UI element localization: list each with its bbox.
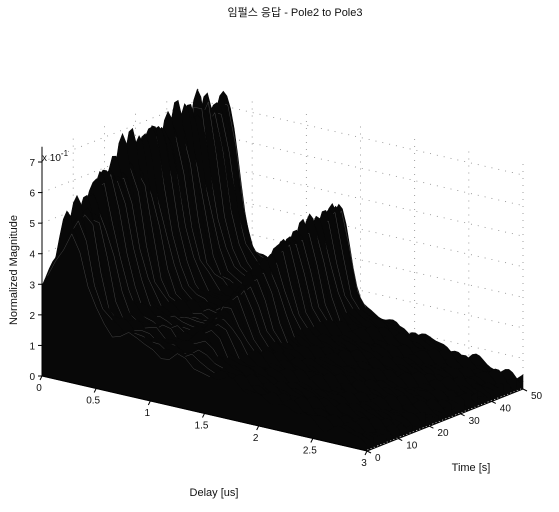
x-tick-label: 0 — [36, 383, 42, 394]
surface-mesh-strand — [47, 233, 210, 377]
x-axis-label: Delay [us] — [190, 487, 239, 499]
z-exponent-base: x 10 — [42, 153, 61, 164]
x-tick-label: 2.5 — [303, 446, 317, 457]
z-exponent-power: -1 — [61, 149, 69, 158]
z-tick-label: 7 — [29, 158, 35, 169]
surface-mesh-strand — [99, 177, 263, 352]
y-tick — [397, 438, 403, 442]
y-tick — [366, 450, 372, 454]
y-tick — [460, 413, 465, 417]
y-tick-label: 20 — [437, 428, 449, 439]
x-tick — [364, 450, 368, 456]
x-tick — [202, 413, 205, 418]
surface-mesh-strand — [60, 214, 223, 369]
z-axis-label: Normalized Magnitude — [8, 215, 20, 325]
surface-mesh-strand — [53, 220, 217, 375]
z-tick-label: 6 — [29, 189, 35, 200]
y-tick-label: 0 — [375, 453, 381, 464]
z-tick-label: 3 — [29, 280, 35, 291]
surface-mesh-strand — [92, 180, 256, 353]
surface-mesh — [41, 88, 524, 452]
y-tick-label: 40 — [500, 403, 512, 414]
z-tick-label: 4 — [29, 250, 35, 261]
z-tick-label: 5 — [29, 219, 35, 230]
y-axis-line — [366, 388, 524, 452]
x-tick-label: 3 — [361, 458, 367, 469]
x-tick — [256, 425, 260, 431]
y-axis-label: Time [s] — [452, 462, 491, 474]
x-tick-label: 0.5 — [86, 396, 100, 407]
x-tick — [147, 400, 151, 406]
x-tick — [39, 375, 43, 381]
z-tick-label: 1 — [29, 341, 35, 352]
y-tick — [491, 400, 497, 404]
x-tick-label: 2 — [253, 433, 259, 444]
y-tick-label: 50 — [531, 391, 543, 402]
x-tick-label: 1.5 — [195, 421, 209, 432]
z-exponent-label: x 10-1 — [42, 149, 69, 164]
y-tick-label: 10 — [406, 441, 418, 452]
z-tick-label: 0 — [29, 372, 35, 383]
x-tick-label: 1 — [145, 408, 151, 419]
surface-slice — [41, 229, 368, 452]
x-tick — [310, 438, 314, 443]
y-tick — [429, 425, 434, 429]
x-tick — [93, 388, 97, 393]
z-tick-label: 2 — [29, 311, 35, 322]
chart-title: 임펄스 응답 - Pole2 to Pole3 — [228, 6, 363, 19]
surface-mesh-strand — [66, 219, 230, 367]
y-tick-label: 30 — [469, 416, 481, 427]
y-tick — [522, 388, 528, 392]
